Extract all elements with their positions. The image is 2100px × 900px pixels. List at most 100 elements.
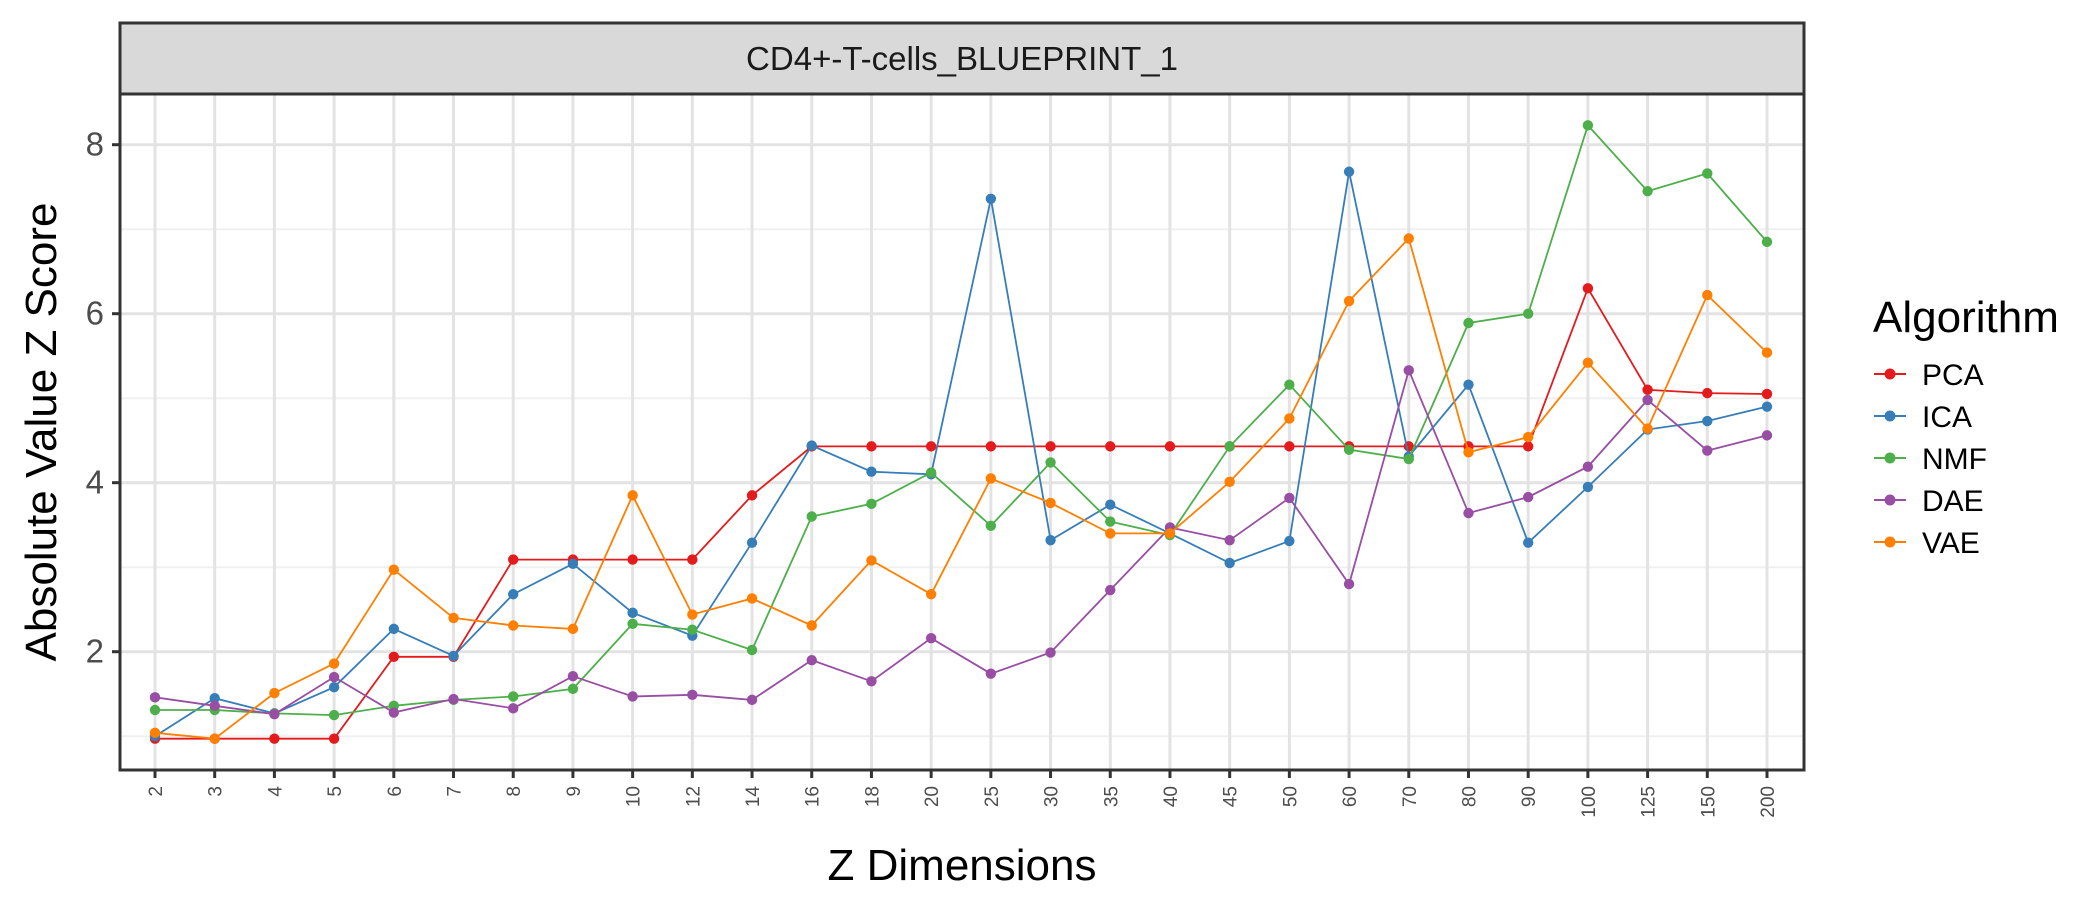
- data-point-dae: [1463, 507, 1474, 519]
- data-point-ica: [1463, 379, 1474, 390]
- data-point-pca: [508, 554, 519, 565]
- data-point-vae: [328, 658, 340, 669]
- x-tick-label: 70: [1400, 786, 1421, 807]
- data-point-pca: [627, 554, 638, 565]
- data-point-vae: [448, 612, 459, 624]
- data-point-nmf: [1403, 453, 1414, 465]
- x-tick-label: 4: [265, 786, 286, 797]
- x-tick-label: 2: [146, 786, 167, 797]
- series-line-vae: [154, 236, 1768, 740]
- data-point-vae: [1582, 357, 1594, 368]
- data-point-nmf: [508, 691, 519, 702]
- y-axis-title: Absolute Value Z Score: [17, 203, 66, 662]
- x-tick-label: 3: [206, 786, 227, 797]
- data-point-dae: [1105, 584, 1116, 596]
- data-point-ica: [627, 607, 638, 619]
- data-point-dae: [1403, 365, 1414, 376]
- data-point-nmf: [627, 618, 638, 630]
- data-point-pca: [1522, 441, 1534, 452]
- data-point-nmf: [925, 467, 937, 478]
- data-point-pca: [1045, 441, 1056, 452]
- data-point-dae: [1702, 445, 1713, 456]
- data-point-vae: [866, 555, 877, 566]
- data-point-ica: [448, 650, 459, 662]
- data-point-vae: [1224, 476, 1235, 488]
- data-point-dae: [209, 700, 220, 711]
- data-point-nmf: [985, 520, 997, 531]
- x-tick-label: 25: [982, 786, 1003, 807]
- data-point-vae: [985, 473, 997, 484]
- data-point-pca: [1582, 283, 1594, 294]
- data-point-dae: [1582, 461, 1594, 472]
- data-point-nmf: [1642, 185, 1653, 197]
- y-tick-label: 2: [86, 633, 104, 670]
- data-point-dae: [1045, 647, 1056, 658]
- data-point-ica: [1582, 481, 1594, 493]
- data-point-dae: [1224, 534, 1235, 546]
- data-point-dae: [866, 676, 877, 687]
- data-point-vae: [925, 589, 937, 600]
- x-tick-label: 8: [504, 786, 525, 797]
- y-tick-label: 6: [86, 295, 104, 332]
- data-point-vae: [1284, 413, 1295, 424]
- data-point-pca: [1284, 441, 1295, 452]
- data-point-pca: [1761, 388, 1773, 400]
- data-point-ica: [508, 589, 519, 600]
- data-point-nmf: [567, 683, 579, 695]
- legend: Algorithm PCA ICA NMF DAE VAE: [1873, 293, 2059, 560]
- x-tick-label: 40: [1161, 786, 1182, 807]
- data-point-vae: [687, 609, 698, 620]
- data-point-ica: [328, 681, 340, 693]
- x-tick-label: 200: [1758, 786, 1779, 818]
- legend-key-point: [1884, 536, 1896, 548]
- data-point-vae: [1164, 528, 1176, 539]
- data-point-dae: [1761, 430, 1773, 441]
- legend-key-point: [1884, 368, 1896, 380]
- data-point-ica: [209, 692, 220, 704]
- data-point-dae: [806, 654, 817, 666]
- data-point-ica: [1105, 499, 1116, 510]
- data-point-vae: [388, 564, 400, 575]
- data-point-nmf: [1582, 120, 1594, 131]
- data-point-dae: [448, 693, 459, 705]
- data-point-pca: [687, 554, 698, 565]
- data-point-vae: [1522, 431, 1534, 443]
- facet-strip: [118, 21, 1806, 96]
- data-point-dae: [1343, 578, 1355, 590]
- legend-label: NMF: [1922, 443, 1987, 476]
- x-tick-label: 60: [1340, 786, 1361, 807]
- data-point-vae: [209, 733, 220, 744]
- data-point-nmf: [866, 498, 877, 510]
- data-point-dae: [687, 689, 698, 700]
- y-tick-label: 4: [86, 464, 104, 501]
- data-point-pca: [925, 441, 937, 452]
- data-point-pca: [1105, 441, 1116, 452]
- data-point-dae: [1642, 394, 1653, 406]
- x-tick-label: 7: [445, 786, 466, 797]
- data-point-ica: [985, 193, 997, 204]
- x-axis: 2 3 4 5 6 7 8 9 10 12 14 16 18 20 25 30 35 40 45 50 60 70 80 90…: [146, 770, 1779, 818]
- data-point-vae: [746, 593, 758, 604]
- x-tick-label: 125: [1639, 786, 1660, 818]
- series-line-nmf: [155, 123, 1768, 717]
- data-point-dae: [149, 692, 161, 703]
- x-tick-label: 80: [1459, 786, 1480, 807]
- legend-label: PCA: [1922, 359, 1984, 392]
- data-point-nmf: [1284, 379, 1295, 390]
- legend-title: Algorithm: [1873, 293, 2059, 342]
- data-point-nmf: [1224, 441, 1235, 452]
- data-point-nmf: [746, 644, 758, 656]
- y-tick-label: 8: [86, 126, 104, 163]
- data-point-ica: [567, 558, 579, 570]
- data-point-pca: [1164, 441, 1176, 452]
- data-point-ica: [1284, 535, 1295, 547]
- data-point-nmf: [1463, 317, 1474, 329]
- data-point-dae: [328, 671, 340, 683]
- data-point-pca: [328, 733, 340, 744]
- data-point-dae: [746, 694, 758, 706]
- data-point-nmf: [687, 624, 698, 635]
- legend-label: ICA: [1922, 401, 1972, 434]
- data-point-dae: [388, 707, 400, 718]
- data-point-pca: [866, 441, 877, 452]
